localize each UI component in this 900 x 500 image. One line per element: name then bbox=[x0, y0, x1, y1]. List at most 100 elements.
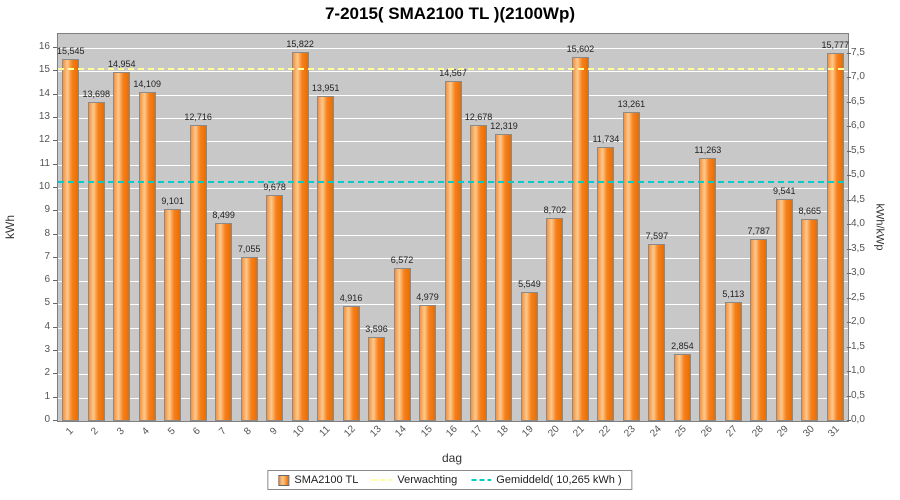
bar-day-13 bbox=[368, 337, 386, 421]
y-axis-right-tick-label: 3,5 bbox=[851, 242, 865, 254]
y-axis-left-tick-label: 4 bbox=[44, 320, 50, 332]
y-axis-right-tickmark bbox=[847, 346, 851, 348]
y-axis-left-tickmark bbox=[53, 47, 57, 48]
bar-value-label: 6,572 bbox=[390, 254, 414, 265]
y-axis-left-tickmark bbox=[53, 70, 57, 72]
bar-day-19 bbox=[520, 291, 538, 421]
bar-value-label: 9,678 bbox=[263, 182, 286, 193]
bar-day-26 bbox=[699, 158, 717, 421]
bar-day-1 bbox=[62, 58, 80, 421]
bar-value-label: 5,549 bbox=[518, 278, 541, 289]
bar-value-label: 2,854 bbox=[671, 341, 694, 352]
bar-value-label: 11,263 bbox=[694, 145, 722, 156]
bar-day-24 bbox=[648, 243, 666, 421]
bar-day-22 bbox=[597, 147, 615, 421]
bar-day-5 bbox=[164, 208, 182, 421]
bar-value-label: 15,822 bbox=[286, 39, 314, 50]
bar-day-25 bbox=[673, 354, 691, 421]
bar-value-label: 4,916 bbox=[339, 293, 363, 304]
y-axis-right-tick-label: 2,5 bbox=[851, 291, 865, 303]
legend-label: Gemiddeld( 10,265 kWh ) bbox=[496, 474, 622, 486]
y-axis-right-tick-label: 0,0 bbox=[851, 414, 865, 425]
bar-day-4 bbox=[138, 92, 156, 421]
y-axis-right-tickmark bbox=[847, 77, 851, 79]
chart-title: 7-2015( SMA2100 TL )(2100Wp) bbox=[324, 4, 576, 23]
bar-value-label: 8,499 bbox=[212, 209, 235, 220]
bar-value-label: 7,055 bbox=[237, 243, 261, 254]
bar-day-21 bbox=[571, 57, 589, 421]
bar-day-3 bbox=[113, 72, 131, 421]
y-axis-right-tick-label: 0,5 bbox=[851, 389, 865, 401]
legend: SMA2100 TL Verwachting Gemiddeld( 10,265 k… bbox=[267, 470, 633, 490]
gridline bbox=[58, 48, 848, 49]
bar-day-30 bbox=[801, 218, 819, 421]
bar-value-label: 15,545 bbox=[56, 45, 85, 56]
y-axis-right-tick-label: 2,0 bbox=[851, 316, 865, 328]
y-axis-right-tickmark bbox=[847, 371, 851, 373]
y-axis-left-tickmark bbox=[53, 256, 57, 258]
y-axis-right-tickmark bbox=[847, 199, 851, 201]
y-axis-left-tickmark bbox=[53, 233, 57, 235]
y-axis-left-tick-label: 5 bbox=[44, 297, 50, 309]
y-axis-left-tick-label: 13 bbox=[38, 110, 50, 122]
legend-item: SMA2100 TL bbox=[278, 474, 358, 486]
y-axis-left-tick-label: 10 bbox=[38, 180, 50, 192]
y-axis-left-tickmark bbox=[53, 140, 57, 142]
y-axis-left-tick-label: 9 bbox=[44, 204, 50, 216]
reference-line-verwachting bbox=[58, 67, 848, 70]
bar-value-label: 13,698 bbox=[82, 88, 110, 99]
bar-day-31 bbox=[826, 53, 844, 421]
y-axis-right-tickmark bbox=[847, 52, 851, 54]
y-axis-left-tickmark bbox=[53, 303, 57, 305]
y-axis-left-tickmark bbox=[53, 350, 57, 352]
x-axis-title: dag bbox=[441, 451, 463, 465]
y-axis-right-tickmark bbox=[847, 126, 851, 128]
bar-day-17 bbox=[469, 125, 487, 421]
legend-line-swatch bbox=[471, 479, 492, 481]
gridline bbox=[58, 71, 848, 73]
bar-value-label: 7,787 bbox=[747, 226, 771, 237]
y-axis-right-tick-label: 6,5 bbox=[851, 95, 865, 107]
y-axis-left-tick-label: 6 bbox=[44, 274, 50, 286]
bar-day-28 bbox=[750, 239, 768, 421]
bar-day-9 bbox=[266, 195, 284, 421]
y-axis-left-tick-label: 1 bbox=[44, 390, 50, 402]
bar-value-label: 14,954 bbox=[107, 59, 136, 70]
y-axis-left-tickmark bbox=[53, 210, 57, 212]
y-axis-right-tickmark bbox=[847, 248, 851, 250]
y-axis-right-tickmark bbox=[847, 420, 851, 421]
y-axis-right-tickmark bbox=[847, 101, 851, 103]
y-axis-left-tick-label: 7 bbox=[44, 250, 50, 262]
y-axis-right-tick-label: 6,0 bbox=[851, 120, 865, 132]
legend-label: Verwachting bbox=[397, 474, 458, 486]
y-axis-left-tickmark bbox=[53, 280, 57, 282]
bar-day-29 bbox=[775, 198, 793, 421]
bar-value-label: 3,596 bbox=[365, 324, 388, 335]
y-axis-left-tick-label: 0 bbox=[44, 414, 50, 425]
bar-day-23 bbox=[622, 111, 640, 421]
y-axis-left-tickmark bbox=[53, 396, 57, 398]
y-axis-right-tick-label: 5,5 bbox=[851, 144, 865, 156]
y-axis-left-tick-label: 15 bbox=[38, 64, 50, 76]
bar-value-label: 4,979 bbox=[416, 291, 439, 302]
bar-day-14 bbox=[393, 267, 411, 421]
y-axis-left-tickmark bbox=[53, 93, 57, 95]
bar-day-18 bbox=[495, 133, 513, 421]
y-axis-left-tickmark bbox=[53, 116, 57, 118]
bar-value-label: 14,109 bbox=[133, 79, 161, 90]
y-axis-left-tick-label: 8 bbox=[44, 227, 50, 239]
y-axis-right-tickmark bbox=[847, 322, 851, 324]
bar-value-label: 9,101 bbox=[161, 195, 184, 206]
bar-value-label: 12,678 bbox=[464, 112, 493, 123]
bar-day-16 bbox=[444, 81, 462, 421]
y-axis-right-tickmark bbox=[847, 297, 851, 299]
bar-value-label: 15,602 bbox=[566, 44, 595, 55]
bar-day-8 bbox=[240, 256, 258, 421]
bar-day-6 bbox=[189, 124, 207, 421]
bar-value-label: 15,777 bbox=[821, 40, 850, 51]
bar-value-label: 9,541 bbox=[773, 185, 796, 196]
y-axis-right-tick-label: 7,0 bbox=[851, 71, 865, 83]
y-axis-left-tickmark bbox=[53, 326, 57, 328]
bar-day-10 bbox=[291, 52, 309, 421]
